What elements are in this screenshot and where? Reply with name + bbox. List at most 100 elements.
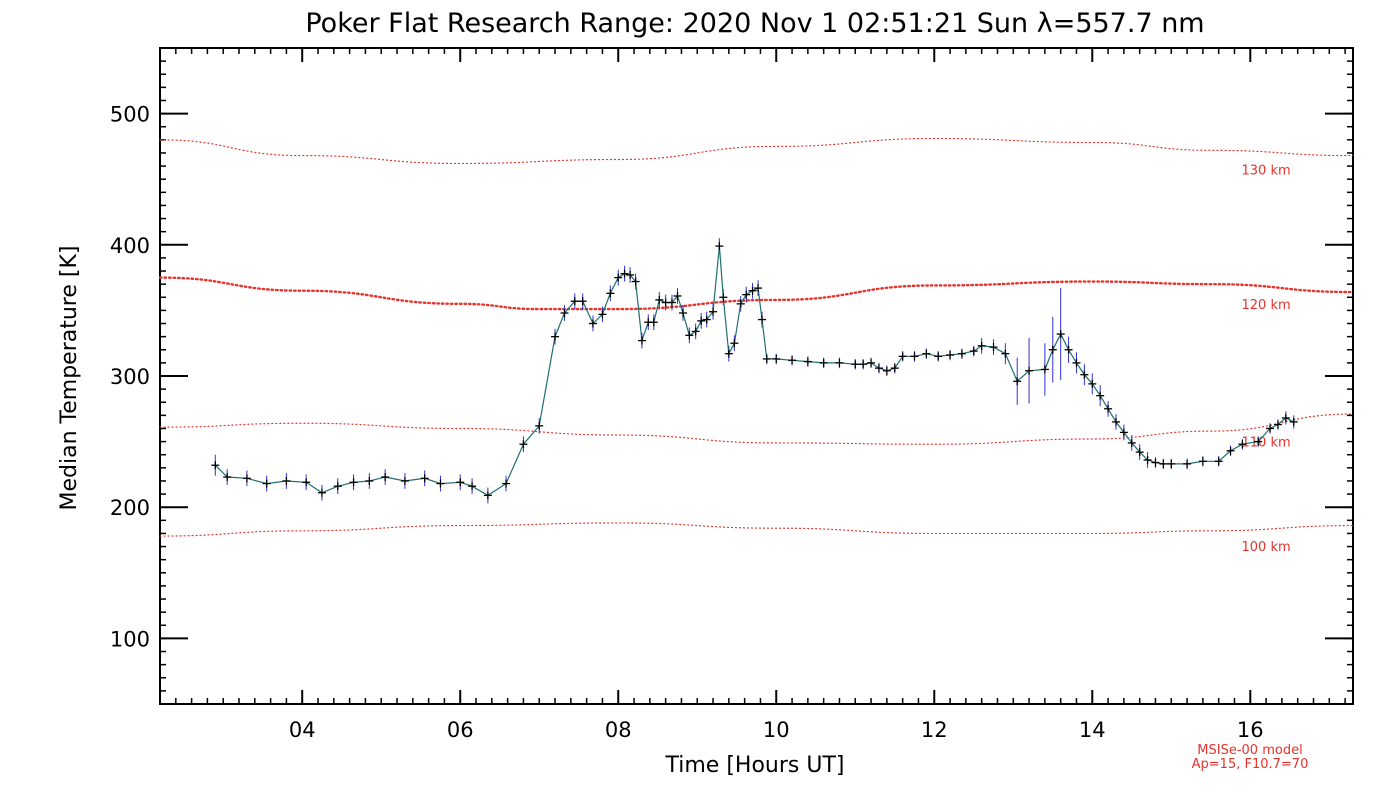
data-point [381,473,390,482]
data-point [1056,330,1065,339]
data-point [1048,345,1057,354]
data-point [365,476,374,485]
data-point [211,461,220,470]
data-point [1198,457,1207,466]
data-point [1167,459,1176,468]
data-point [835,358,844,367]
x-tick-label: 10 [763,718,790,742]
x-tick-label: 04 [289,718,316,742]
data-point [1080,370,1089,379]
data-point [1096,391,1105,400]
data-point [819,358,828,367]
data-point [302,478,311,487]
data-point [400,476,409,485]
data-point [223,473,232,482]
data-point [535,421,544,430]
data-point [685,331,694,340]
data-point [736,299,745,308]
data-point [1064,345,1073,354]
x-tick-label: 14 [1079,718,1106,742]
data-point [420,474,429,483]
data-point [637,336,646,345]
data-point [620,269,629,278]
data-point [333,482,342,491]
data-point [748,286,757,295]
error-bars [214,238,1295,504]
data-point [758,315,767,324]
data-point [946,351,955,360]
data-point [436,479,445,488]
data-point [282,476,291,485]
data-point [1226,446,1235,455]
data-point [502,479,511,488]
model-curves [158,137,1355,537]
data-point [598,310,607,319]
x-tick-labels: 04 06 08 10 12 14 16 [289,718,1264,742]
x-axis-title: Time [Hours UT] [665,753,845,778]
data-point [673,291,682,300]
data-point [1088,379,1097,388]
data-point [762,354,771,363]
y-tick-label: 300 [110,365,150,389]
data-point [754,284,763,293]
model-note-line2: Ap=15, F10.7=70 [1192,757,1309,772]
model-curve [158,276,1355,311]
data-point [730,339,739,348]
plot-frame [159,47,1354,705]
data-point [709,307,718,316]
data-point [349,478,358,487]
data-point [1266,424,1275,433]
data-point [1111,417,1120,426]
model-curve-label: 100 km [1242,540,1291,555]
data-point [456,478,465,487]
y-tick-label: 500 [110,103,150,127]
y-axis-title: Median Temperature [K] [57,246,82,511]
data-point [1214,457,1223,466]
data-point [519,440,528,449]
model-curve-label: 110 km [1242,435,1291,450]
data-point [560,309,569,318]
data-point [874,364,883,373]
data-point [1254,437,1263,446]
y-tick-label: 100 [110,627,150,651]
data-point [788,356,797,365]
data-point [1104,404,1113,413]
data-point [1151,458,1160,467]
data-point [957,349,966,358]
data-point [1273,420,1282,429]
data-point [667,298,676,307]
data-point [570,297,579,306]
data-point [859,360,868,369]
data-point [969,347,978,356]
x-tick-label: 06 [447,718,474,742]
x-tick-label: 16 [1237,718,1264,742]
data-point [697,316,706,325]
data-point [1289,417,1298,426]
data-point [977,341,986,350]
y-tick-labels: 100 200 300 400 500 [110,103,150,652]
data-point [691,327,700,336]
data-point [1013,377,1022,386]
major-ticks [160,48,1353,704]
data-point [724,349,733,358]
data-point [1238,440,1247,449]
data-point [1040,365,1049,374]
model-curve-label: 130 km [1242,163,1291,178]
data-point [551,332,560,341]
data-point [934,352,943,361]
data-point [1143,455,1152,464]
data-point [578,297,587,306]
data-point [1119,428,1128,437]
data-point [588,319,597,328]
data-point [1072,358,1081,367]
data-point [631,277,640,286]
data-series-line [214,246,1294,497]
data-point [1001,349,1010,358]
data-point [1159,459,1168,468]
data-point [989,343,998,352]
data-point [655,295,664,304]
data-point [1281,413,1290,422]
model-note-line1: MSISe-00 model [1197,743,1302,758]
data-point [1025,366,1034,375]
